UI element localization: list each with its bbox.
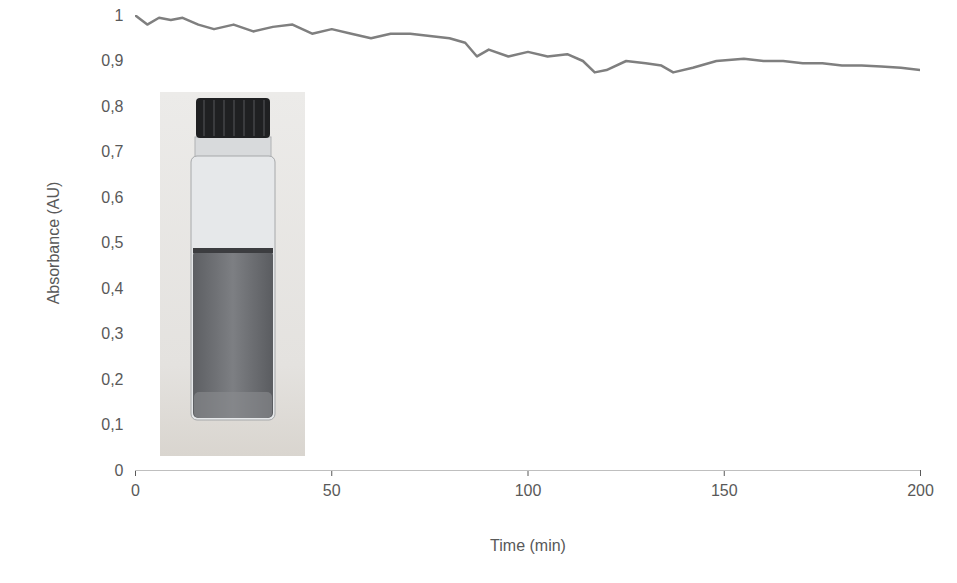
svg-text:0,6: 0,6 (101, 189, 123, 206)
svg-text:50: 50 (323, 482, 341, 499)
svg-text:Time (min): Time (min) (490, 537, 566, 554)
svg-text:0,7: 0,7 (101, 143, 123, 160)
svg-text:0,3: 0,3 (101, 325, 123, 342)
svg-text:Absorbance (AU): Absorbance (AU) (45, 182, 62, 305)
svg-text:0,2: 0,2 (101, 371, 123, 388)
svg-text:100: 100 (515, 482, 542, 499)
svg-text:0: 0 (115, 462, 124, 479)
svg-text:200: 200 (907, 482, 934, 499)
svg-text:0,4: 0,4 (101, 280, 123, 297)
svg-text:1: 1 (115, 7, 124, 24)
svg-text:0,5: 0,5 (101, 234, 123, 251)
svg-text:0,9: 0,9 (101, 52, 123, 69)
svg-text:0,1: 0,1 (101, 416, 123, 433)
svg-text:0,8: 0,8 (101, 98, 123, 115)
svg-text:0: 0 (131, 482, 140, 499)
svg-text:150: 150 (711, 482, 738, 499)
